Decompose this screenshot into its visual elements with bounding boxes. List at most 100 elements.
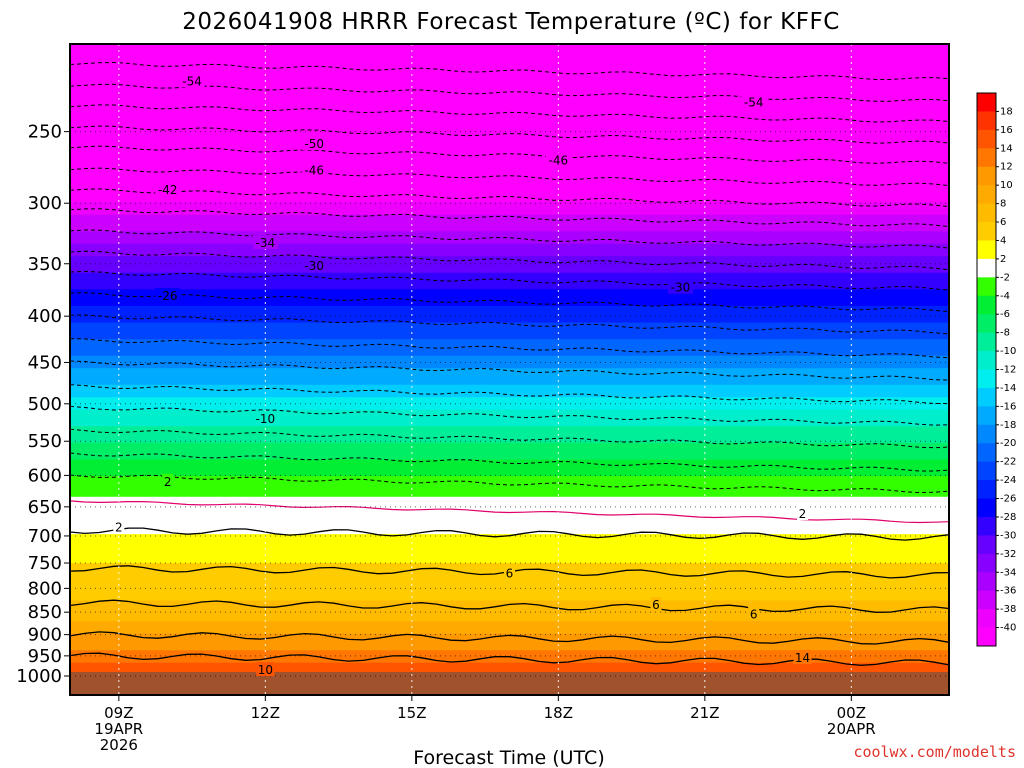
contour-label-bg — [504, 565, 515, 580]
temperature-band — [70, 608, 949, 614]
contour-line — [70, 599, 949, 613]
temperature-band — [70, 94, 949, 100]
temperature-band — [70, 355, 949, 361]
plot-frame — [69, 43, 950, 696]
colorbar-label: -18 — [1000, 420, 1016, 431]
y-tick-label: 850 — [28, 602, 62, 623]
temperature-band — [70, 434, 949, 440]
temperature-band — [70, 500, 949, 506]
colorbar-label: -16 — [1000, 401, 1016, 412]
colorbar-swatch — [977, 240, 996, 260]
colorbar-swatch — [977, 369, 996, 389]
temperature-band — [70, 210, 949, 216]
temperature-band — [70, 480, 949, 486]
chart-title: 2026041908 HRRR Forecast Temperature (ºC… — [182, 9, 840, 35]
temperature-band — [70, 189, 949, 195]
temperature-band — [70, 73, 949, 79]
colorbar-label: -36 — [1000, 586, 1016, 597]
temperature-band — [70, 397, 949, 403]
temperature-band — [70, 314, 949, 320]
temperature-band — [70, 123, 949, 129]
y-tick-label: 500 — [28, 394, 62, 415]
contour-label-bg — [301, 162, 327, 177]
temperature-band — [70, 359, 949, 365]
colorbar-swatch — [977, 129, 996, 149]
temperature-band — [70, 426, 949, 432]
y-tick-label: 550 — [28, 431, 62, 452]
y-tick-label: 700 — [28, 526, 62, 547]
colorbar-label: -30 — [1000, 530, 1016, 541]
temperature-band — [70, 554, 949, 560]
contour-label: -10 — [256, 412, 276, 426]
temperature-band — [70, 476, 949, 481]
temperature-band — [70, 646, 949, 652]
y-tick-label: 400 — [28, 306, 62, 327]
temperature-band — [70, 534, 949, 540]
temperature-band — [70, 629, 949, 635]
colorbar-label: 14 — [1000, 143, 1013, 154]
y-tick-label: 250 — [28, 122, 62, 143]
temperature-band — [70, 612, 949, 618]
colorbar-label: -40 — [1000, 623, 1016, 634]
temperature-band — [70, 57, 949, 62]
temperature-band — [70, 438, 949, 444]
y-tick-label: 750 — [28, 553, 62, 574]
temperature-band — [70, 173, 949, 179]
temperature-band — [70, 102, 949, 108]
contour-label: -50 — [304, 137, 324, 151]
ground-fill — [70, 672, 949, 695]
plot-area — [70, 44, 949, 695]
contour-label-bg — [741, 94, 767, 109]
colorbar-label: -32 — [1000, 549, 1016, 560]
y-axis: 2503003504004505005506006507007508008509… — [16, 122, 70, 687]
contour-label: -54 — [744, 95, 764, 109]
temperature-band — [70, 69, 949, 75]
temperature-band — [70, 592, 949, 598]
colorbar-label: -24 — [1000, 475, 1016, 486]
colorbar-swatch — [977, 443, 996, 463]
temperature-band — [70, 235, 949, 241]
colorbar-label: -28 — [1000, 512, 1016, 523]
colorbar-label: -2 — [1000, 272, 1010, 283]
temperature-band — [70, 98, 949, 104]
colorbar-label: -6 — [1000, 309, 1010, 320]
colorbar-label: -12 — [1000, 365, 1016, 376]
colorbar-label: 16 — [1000, 125, 1013, 136]
temperature-band — [70, 384, 949, 390]
temperature-band — [70, 264, 949, 270]
temperature-band — [70, 442, 949, 448]
temperature-band — [70, 256, 949, 262]
colorbar-label: -38 — [1000, 604, 1016, 615]
colorbar-label: 8 — [1000, 199, 1006, 210]
y-tick-label: 950 — [28, 646, 62, 667]
colorbar-swatch — [977, 277, 996, 297]
temperature-band — [70, 281, 949, 287]
colorbar-swatch — [977, 424, 996, 444]
colorbar-swatch — [977, 480, 996, 500]
temperature-band — [70, 368, 949, 374]
temperature-band — [70, 388, 949, 394]
temperature-band — [70, 633, 949, 639]
temperature-band — [70, 185, 949, 191]
temperature-band — [70, 525, 949, 531]
temperature-band — [70, 600, 949, 606]
temperature-band — [70, 650, 949, 656]
temperature-band — [70, 65, 949, 71]
x-tick-label: 19APR — [94, 720, 143, 738]
x-tick-label: 00Z — [837, 704, 866, 722]
temperature-band — [70, 131, 949, 137]
temperature-band — [70, 351, 949, 357]
temperature-band — [70, 496, 949, 502]
colorbar-label: -26 — [1000, 494, 1016, 505]
colorbar-label: -4 — [1000, 291, 1010, 302]
colorbar-swatch — [977, 295, 996, 315]
temperature-band — [70, 52, 949, 58]
temperature-band — [70, 376, 949, 382]
colorbar-swatch — [977, 387, 996, 407]
temperature-band — [70, 115, 949, 121]
contour-label: -46 — [304, 163, 324, 177]
credit-text: coolwx.com/modelts — [853, 743, 1016, 761]
temperature-band — [70, 164, 949, 170]
